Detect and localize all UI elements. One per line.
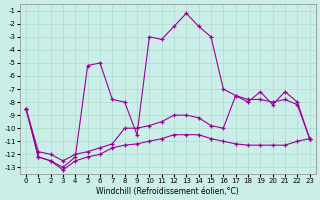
- X-axis label: Windchill (Refroidissement éolien,°C): Windchill (Refroidissement éolien,°C): [96, 187, 239, 196]
